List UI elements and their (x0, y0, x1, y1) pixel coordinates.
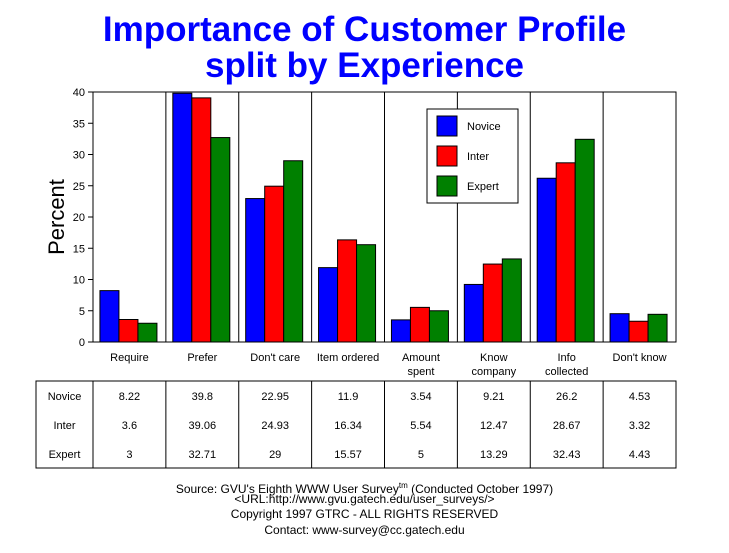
y-tick-label: 25 (73, 181, 85, 193)
category-label: Amount (402, 352, 440, 364)
legend-swatch-inter (436, 145, 458, 167)
category-label: Know (480, 352, 508, 364)
bar-novice (463, 283, 484, 343)
chart-title: Importance of Customer Profile (102, 10, 627, 49)
table-cell: 22.95 (261, 391, 289, 403)
bar-expert (501, 258, 522, 343)
bar-novice (318, 267, 339, 343)
bar-inter (628, 320, 649, 343)
table-cell: 11.9 (338, 391, 359, 403)
table-cell: 39.8 (192, 391, 213, 403)
category-label: Info (558, 352, 576, 364)
bar-expert (356, 244, 377, 343)
table-cell: 4.43 (629, 449, 650, 461)
url-text: <URL:http://www.gvu.gatech.edu/user_surv… (234, 492, 495, 506)
category-label: Item ordered (317, 352, 379, 364)
bar-expert (647, 313, 668, 343)
bar-novice (609, 313, 630, 343)
bar-novice (172, 92, 193, 343)
table-cell: 3.54 (410, 391, 431, 403)
y-tick-label: 35 (73, 118, 85, 130)
bar-inter (482, 263, 503, 343)
bar-expert (137, 322, 158, 343)
y-tick-label: 20 (73, 212, 85, 224)
category-label: Prefer (187, 352, 217, 364)
y-tick-label: 15 (73, 243, 85, 255)
bar-expert (283, 160, 304, 343)
table-cell: 9.21 (483, 391, 504, 403)
table-cell: 3 (126, 449, 132, 461)
table-cell: 12.47 (480, 420, 508, 432)
bar-expert (428, 310, 449, 343)
category-label: Don't know (613, 352, 667, 364)
category-label: spent (407, 366, 434, 378)
table-cell: 16.34 (334, 420, 362, 432)
legend-label: Expert (467, 181, 499, 193)
bar-expert (210, 137, 231, 343)
chart-subtitle: split by Experience (204, 46, 525, 85)
bar-expert (574, 138, 595, 343)
bar-novice (536, 177, 557, 343)
bar-novice (390, 319, 411, 343)
y-tick-label: 40 (73, 87, 85, 99)
table-row-header: Expert (49, 449, 81, 461)
legend-label: Inter (467, 151, 489, 163)
bar-inter (264, 185, 285, 343)
copyright-text: Copyright 1997 GTRC - ALL RIGHTS RESERVE… (230, 507, 499, 521)
bar-inter (118, 319, 139, 343)
table-cell: 32.71 (189, 449, 217, 461)
table-cell: 15.57 (334, 449, 362, 461)
table-cell: 4.53 (629, 391, 650, 403)
table-cell: 13.29 (480, 449, 508, 461)
bar-novice (245, 198, 266, 343)
table-cell: 3.32 (629, 420, 650, 432)
bar-inter (409, 306, 430, 343)
y-tick-label: 0 (79, 337, 85, 349)
table-cell: 39.06 (189, 420, 217, 432)
legend-swatch-novice (436, 115, 458, 137)
table-cell: 24.93 (261, 420, 289, 432)
bar-inter (337, 239, 358, 343)
table-cell: 29 (269, 449, 281, 461)
y-axis-label: Percent (44, 179, 69, 255)
source-text: Source: GVU's Eighth WWW User Survey (175, 482, 399, 496)
y-tick-label: 5 (79, 306, 85, 318)
table-cell: 3.6 (122, 420, 137, 432)
table-row-header: Novice (48, 391, 82, 403)
bar-novice (99, 290, 120, 343)
legend-swatch-expert (436, 175, 458, 197)
source-line: Source: GVU's Eighth WWW User Surveytm (… (0, 478, 729, 497)
y-tick-label: 30 (73, 150, 85, 162)
table-cell: 5.54 (410, 420, 431, 432)
table-cell: 26.2 (556, 391, 577, 403)
category-label: Require (110, 352, 149, 364)
data-table (35, 380, 677, 469)
table-cell: 8.22 (119, 391, 140, 403)
table-cell: 5 (418, 449, 424, 461)
y-tick-label: 10 (73, 275, 85, 287)
tm-mark: tm (398, 481, 408, 490)
category-label: collected (545, 366, 588, 378)
bar-inter (555, 162, 576, 343)
legend-label: Novice (467, 121, 501, 133)
category-label: company (471, 366, 516, 378)
table-cell: 32.43 (553, 449, 581, 461)
conducted-text: (Conducted October 1997) (407, 482, 554, 496)
table-cell: 28.67 (553, 420, 581, 432)
table-row-header: Inter (53, 420, 75, 432)
contact-text: Contact: www-survey@cc.gatech.edu (264, 523, 465, 537)
bar-inter (191, 97, 212, 343)
category-label: Don't care (250, 352, 300, 364)
